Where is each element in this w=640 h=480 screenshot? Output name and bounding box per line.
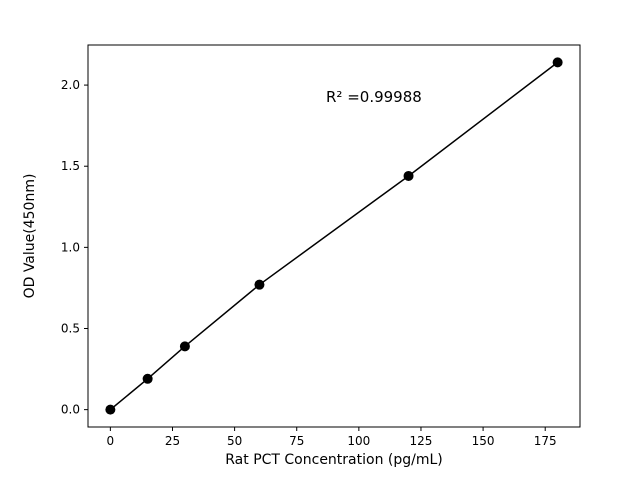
data-point [254, 279, 265, 290]
plot-frame [87, 44, 581, 428]
r-squared-annotation: R² =0.99988 [326, 88, 422, 106]
x-tick-label: 175 [534, 434, 557, 448]
data-point [142, 373, 153, 384]
x-tick-label: 50 [227, 434, 242, 448]
data-point [179, 341, 190, 352]
x-tick-label: 125 [410, 434, 433, 448]
y-axis-label: OD Value(450nm) [22, 173, 38, 299]
x-axis-label: Rat PCT Concentration (pg/mL) [225, 452, 443, 468]
y-tick-label: 1.0 [61, 240, 80, 254]
fit-line [109, 61, 559, 411]
data-point [105, 404, 116, 415]
x-tick-label: 100 [347, 434, 370, 448]
x-tick-label: 75 [289, 434, 304, 448]
y-tick-label: 1.5 [61, 159, 80, 173]
data-point [552, 57, 563, 68]
y-tick-label: 2.0 [61, 78, 80, 92]
y-tick-label: 0.0 [61, 403, 80, 417]
data-point [403, 170, 414, 181]
x-tick-label: 150 [472, 434, 495, 448]
y-tick-label: 0.5 [61, 321, 80, 335]
x-tick-label: 0 [107, 434, 115, 448]
x-tick-label: 25 [165, 434, 180, 448]
